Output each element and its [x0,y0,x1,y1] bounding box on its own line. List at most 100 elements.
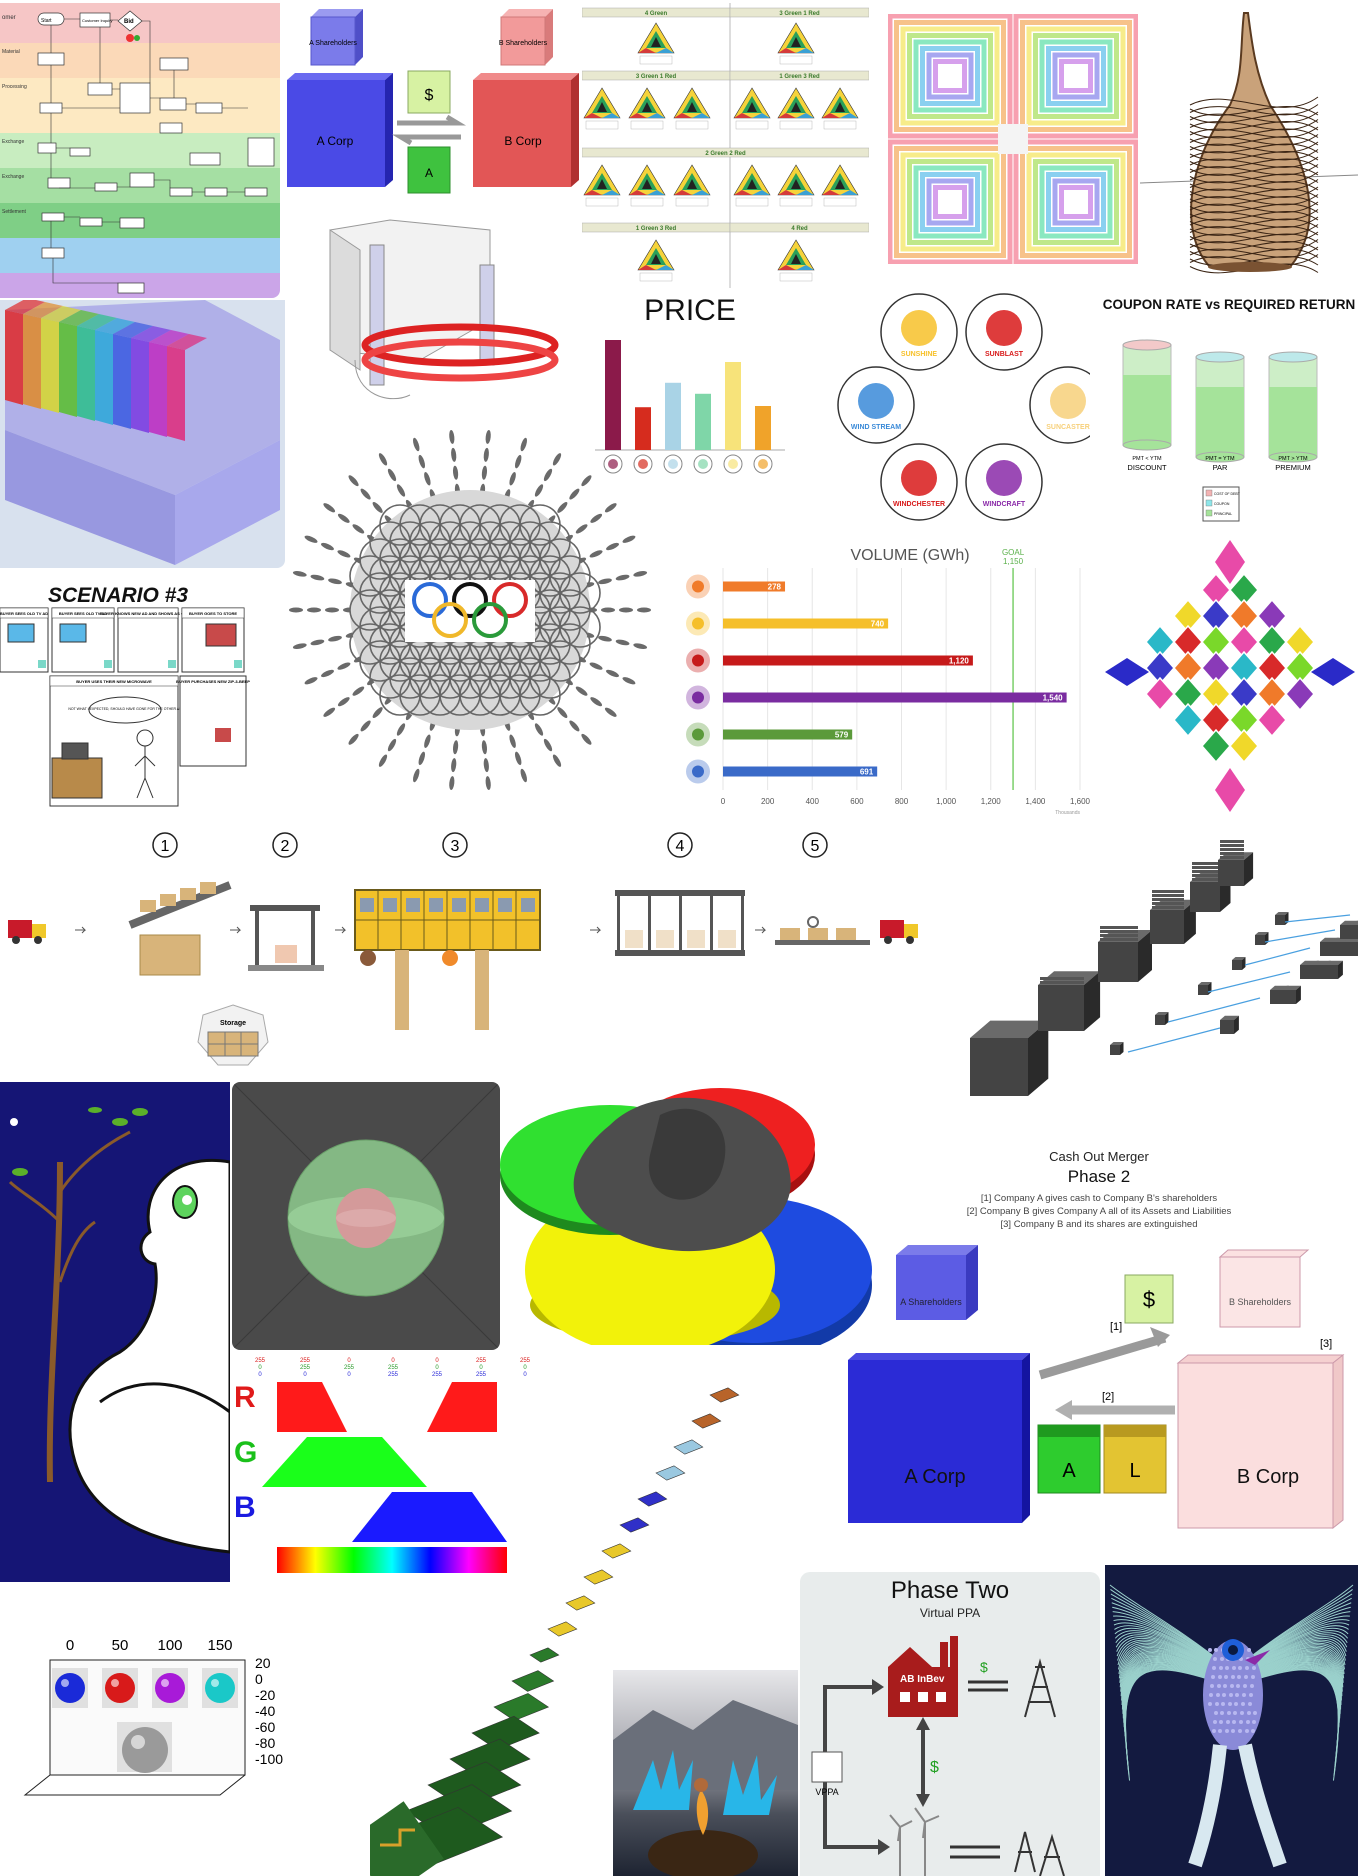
dollar-cash-block: $ [407,70,451,114]
petal-shape [452,740,459,755]
petal-shape [289,607,303,613]
section-title: 4 Green [645,11,668,17]
diamond-tile [1215,768,1245,812]
flow-line [1127,1027,1221,1053]
brand-logo: SUNCASTER [1029,366,1090,444]
petal-shape [396,484,406,497]
brand-name: WINDCHESTER [893,501,945,508]
a-corp-label: A Corp [904,1466,965,1488]
triangle-swatch [628,164,666,207]
petal-shape [323,707,336,717]
vppa-subtitle: Virtual PPA [919,1606,981,1620]
price-bar [635,407,651,450]
petal-shape [615,574,630,581]
petal-shape [328,635,342,642]
petal-shape [520,437,527,452]
chip-layer [637,1491,668,1507]
cube-stack [970,1020,1049,1096]
asset-block: A [1037,1424,1101,1494]
petal-shape [485,429,491,444]
speech-bubble [88,696,162,724]
petal-shape [337,550,351,558]
diamond-tile [1285,676,1315,712]
section-title: 3 Green 1 Red [636,74,677,80]
y-tick-label: -60 [255,1719,275,1735]
y-tick-label: 20 [255,1655,271,1671]
step-number: 2 [281,838,290,855]
petal-shape [352,524,365,534]
nested-square [1026,152,1126,252]
brand-logo: SUNBLAST [965,293,1043,371]
petal-shape [310,574,325,581]
petal-shape [622,677,636,685]
nested-square [1059,59,1093,93]
b-shareholders-label: B Shareholders [1229,1297,1292,1307]
x-tick-label: 1,000 [936,797,957,806]
conveyor-icon [128,881,232,976]
petal-shape [452,465,459,480]
brand-logo: WINDCHESTER [880,443,958,521]
petal-shape [581,475,592,487]
panel-caption: BUYER KNOWS NEW AD AND SHOWS AS OLD AD [100,611,196,616]
nested-square [907,159,993,245]
wind-turbine-icon [889,1807,940,1876]
nested-square [913,165,987,239]
data-ball [205,1673,235,1703]
petal-shape [372,501,383,513]
x-tick-label: 100 [157,1637,182,1654]
triangle-swatch [777,22,815,65]
petal-shape [307,607,321,613]
rainbow-slab [149,342,167,437]
cube-stack [1098,926,1152,982]
petal-shape [543,468,553,482]
flow-line [1284,914,1351,923]
petal-shape [557,501,568,513]
a-corp-cube: A Corp [848,1353,1030,1523]
step-number-badge [802,832,828,858]
legend-label: COST OF DEBT [1214,492,1241,496]
comic-panel: BUYER SEES OLD TV AD [0,607,49,673]
liability-label: L [1129,1460,1140,1482]
x-tick-label: 1,200 [981,797,1002,806]
b-shareholders-cube: B Shareholders [499,9,553,66]
data-ball [122,1727,168,1773]
section-title: 1 Green 3 Red [636,226,677,232]
data-ball [55,1673,85,1703]
chip-layer [673,1439,704,1455]
rgb-header-value: 255 [476,1358,487,1364]
panel-caption: BUYER GOES TO STORE [189,611,237,616]
merger-diagram-top: A Shareholders B Shareholders A Corp B C… [285,5,585,205]
feathered-bird-creature-art [1105,1565,1358,1876]
factory-label: AB InBev [900,1674,945,1685]
petal-shape [569,720,580,732]
nested-square [926,52,974,100]
rgb-header-value: 255 [432,1372,443,1378]
olympic-ring [472,602,508,638]
petal-shape [360,720,371,732]
triangle-swatch [821,164,859,207]
volume-bar [723,692,1067,703]
packing-shelf-icon [615,890,745,956]
olympic-ring [412,582,448,618]
petal-shape [619,607,633,613]
petal-shape [483,447,489,462]
brand-logo: SUNSHINE [880,293,958,371]
rainbow-slab [59,322,77,417]
dollar-label: $ [980,1659,988,1675]
a-shareholders-label: A Shareholders [309,40,357,47]
small-cube [1155,1012,1169,1025]
rainbow-slab [95,330,113,425]
rgb-spectrum-diagram: 255 255 0 0 0 255 255 0 255 255 255 0 0 0 0 0 0 255 255 255… [232,1352,552,1582]
nested-square [894,146,1006,258]
nested-square [913,39,987,113]
coupon-cylinder [1195,351,1245,463]
nested-square [1033,159,1119,245]
stacked-grey-cubes [950,820,1358,1120]
petal-shape [328,578,342,585]
arrow-right-icon [397,114,467,126]
chip-layer [601,1543,632,1559]
petal-shape [292,643,307,650]
chip-layer [511,1670,555,1692]
nested-square [1020,20,1132,132]
rainbow-slab [5,310,23,405]
